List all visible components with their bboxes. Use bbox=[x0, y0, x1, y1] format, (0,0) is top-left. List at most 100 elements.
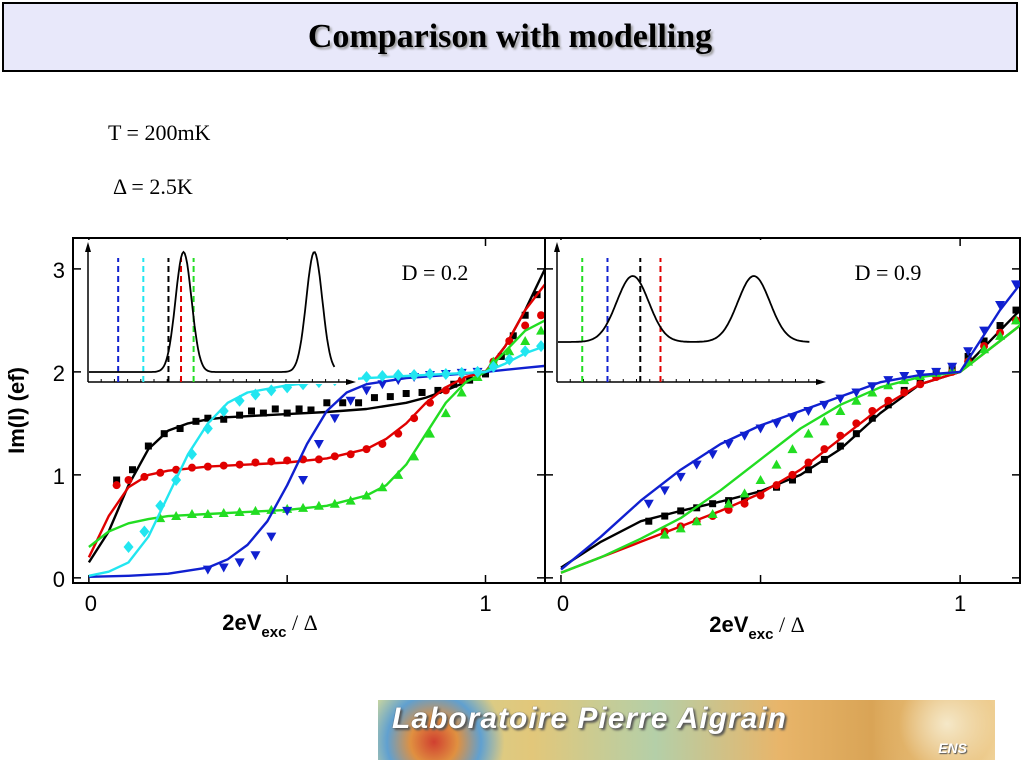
data-point bbox=[1011, 280, 1020, 290]
data-point bbox=[979, 326, 990, 336]
data-point bbox=[282, 381, 293, 394]
data-point bbox=[755, 424, 766, 434]
data-point bbox=[112, 481, 121, 490]
data-point bbox=[756, 491, 765, 500]
data-point bbox=[931, 367, 942, 377]
data-point bbox=[771, 419, 782, 429]
series-layer bbox=[87, 266, 545, 578]
x-tick-label: 1 bbox=[954, 591, 966, 616]
data-point bbox=[488, 360, 499, 373]
data-point bbox=[819, 400, 830, 410]
data-point bbox=[820, 455, 828, 463]
data-point bbox=[259, 409, 267, 417]
data-point bbox=[339, 399, 347, 407]
data-point bbox=[218, 405, 229, 418]
data-point bbox=[144, 442, 152, 450]
data-point bbox=[361, 386, 372, 396]
data-point bbox=[410, 414, 419, 423]
x-axis-label: 2eVexc / Δ bbox=[222, 610, 317, 641]
data-point bbox=[509, 332, 517, 340]
data-point bbox=[307, 406, 315, 414]
data-point bbox=[440, 408, 451, 418]
data-point bbox=[787, 413, 798, 423]
data-point bbox=[803, 428, 814, 438]
data-point bbox=[916, 380, 925, 389]
y-axis-label: Im(I) (ef) bbox=[4, 367, 29, 454]
inset-plot bbox=[554, 240, 828, 385]
data-point bbox=[915, 369, 926, 379]
data-point bbox=[234, 506, 245, 516]
data-point bbox=[218, 563, 229, 573]
data-point bbox=[298, 502, 309, 512]
data-point bbox=[707, 509, 718, 518]
data-point bbox=[234, 394, 245, 407]
data-point bbox=[996, 322, 1004, 330]
data-point bbox=[659, 486, 670, 496]
data-point bbox=[361, 371, 372, 384]
data-point bbox=[139, 525, 150, 538]
data-point bbox=[172, 465, 181, 474]
data-point bbox=[402, 390, 410, 398]
data-point bbox=[804, 466, 812, 474]
data-point bbox=[123, 540, 134, 553]
title-box: Comparison with modelling bbox=[2, 2, 1018, 72]
data-point bbox=[377, 380, 388, 390]
inset-y-arrow bbox=[554, 242, 560, 252]
data-point bbox=[266, 532, 277, 542]
data-point bbox=[186, 448, 197, 461]
chart-figure: 0 1 2 3 0 1 2eVexc / Δ Im(I) (ef) D = 0.2 0 1 2eVex… bbox=[4, 237, 1021, 643]
data-point bbox=[283, 456, 292, 465]
data-point bbox=[409, 368, 420, 381]
data-point bbox=[520, 345, 531, 358]
chart-panel-1: 0 1 2 3 0 1 2eVexc / Δ Im(I) (ef) D = 0.2 bbox=[4, 237, 546, 641]
x-axis-label: 2eVexc / Δ bbox=[709, 612, 804, 643]
data-point bbox=[788, 470, 797, 479]
data-point bbox=[772, 481, 781, 490]
x-tick-label: 0 bbox=[85, 591, 97, 616]
data-point bbox=[330, 452, 339, 461]
lab-logo: Laboratoire Pierre Aigrain ENS bbox=[378, 700, 995, 760]
data-point bbox=[457, 376, 466, 385]
data-point bbox=[456, 366, 467, 379]
y-tick-label: 3 bbox=[53, 258, 65, 283]
data-point bbox=[267, 457, 276, 466]
data-point bbox=[868, 414, 876, 422]
data-point bbox=[836, 442, 844, 450]
data-point bbox=[250, 388, 261, 401]
data-point bbox=[393, 469, 404, 479]
data-point bbox=[314, 455, 323, 464]
data-point bbox=[709, 500, 717, 508]
data-point bbox=[298, 476, 309, 486]
panel-label: D = 0.9 bbox=[855, 260, 922, 285]
series-curve-green bbox=[88, 319, 545, 548]
data-point bbox=[386, 393, 394, 401]
y-tick-label: 2 bbox=[53, 361, 65, 386]
data-point bbox=[361, 490, 372, 500]
data-point bbox=[819, 416, 830, 426]
data-point bbox=[505, 336, 514, 345]
data-point bbox=[424, 367, 435, 380]
data-point bbox=[113, 476, 121, 484]
data-point bbox=[900, 388, 909, 397]
data-point bbox=[739, 488, 750, 498]
data-point bbox=[187, 463, 196, 472]
data-point bbox=[247, 407, 255, 415]
data-point bbox=[504, 346, 515, 356]
data-point bbox=[250, 551, 261, 561]
inset-curve bbox=[89, 250, 336, 373]
data-point bbox=[370, 394, 378, 402]
data-point bbox=[456, 387, 467, 397]
data-point bbox=[346, 450, 355, 459]
data-point bbox=[867, 382, 878, 392]
data-point bbox=[804, 458, 813, 467]
data-point bbox=[916, 376, 924, 384]
data-point bbox=[218, 507, 229, 517]
chart-panel-2: 0 1 2eVexc / Δ D = 0.9 bbox=[544, 237, 1021, 643]
panel-label: D = 0.2 bbox=[402, 260, 469, 285]
data-point bbox=[313, 439, 324, 449]
data-point bbox=[851, 395, 862, 405]
data-point bbox=[434, 386, 442, 394]
lab-logo-sub: ENS bbox=[938, 740, 967, 756]
data-point bbox=[724, 505, 733, 514]
data-point bbox=[884, 401, 892, 409]
